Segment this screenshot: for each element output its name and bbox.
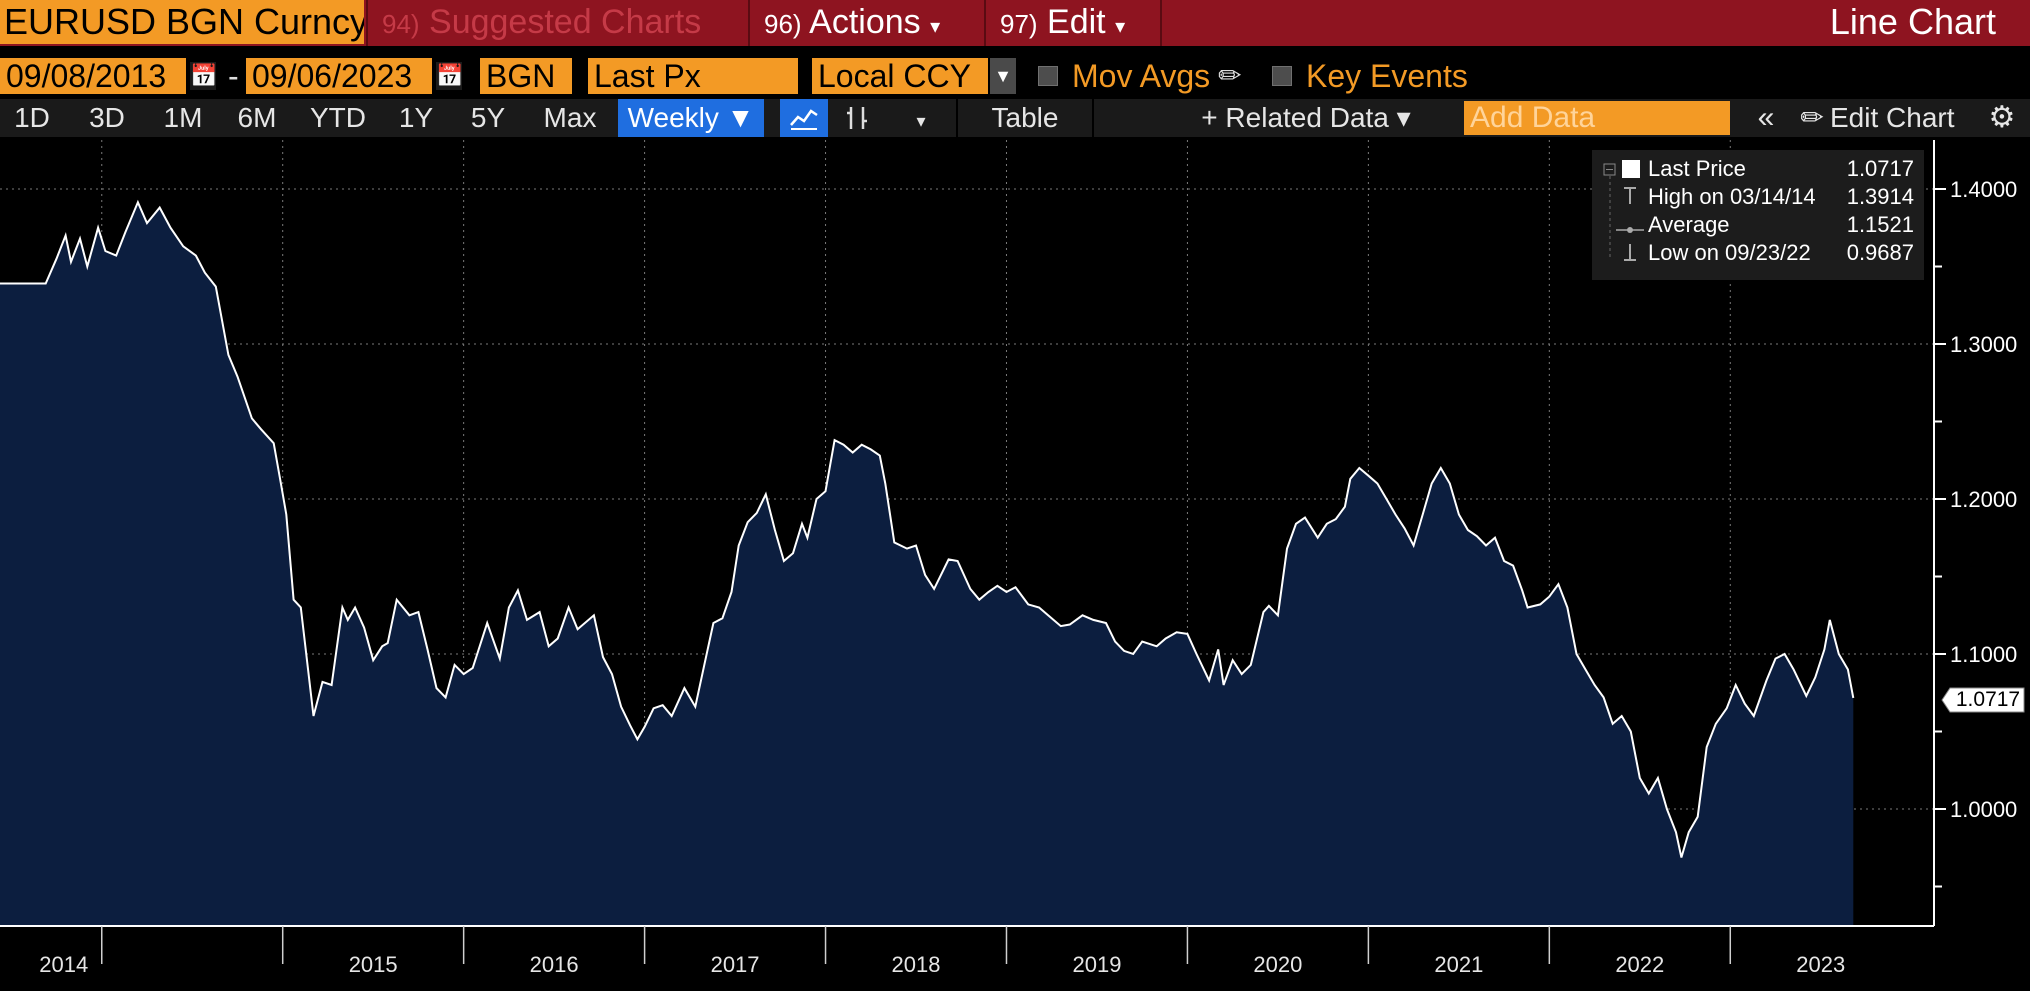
start-date-input[interactable]: 09/08/2013 (0, 58, 186, 94)
x-tick-label: 2021 (1434, 952, 1483, 977)
legend-label: Last Price (1648, 156, 1746, 181)
currency-field[interactable]: Local CCY (812, 58, 988, 94)
last-price-tag: 1.0717 (1941, 687, 2025, 713)
x-tick-label: 2015 (349, 952, 398, 977)
legend-box (1592, 150, 1924, 280)
price-field[interactable]: Last Px (588, 58, 798, 94)
key-events-checkbox[interactable] (1272, 66, 1292, 86)
x-tick-label: 2023 (1796, 952, 1845, 977)
edit-menu[interactable]: 97) Edit ▾ (984, 0, 1160, 46)
legend-label: High on 03/14/14 (1648, 184, 1816, 209)
line-chart-icon[interactable] (780, 99, 828, 137)
edit-chart-button[interactable]: Edit Chart (1830, 102, 1955, 133)
y-tick-label: 1.4000 (1950, 177, 2017, 202)
calendar-icon[interactable]: 📅 (190, 62, 218, 90)
end-date-input[interactable]: 09/06/2023 (246, 58, 432, 94)
collapse-icon[interactable] (1603, 163, 1616, 176)
x-tick-label: 2019 (1072, 952, 1121, 977)
mov-avgs-label[interactable]: Mov Avgs (1072, 58, 1211, 94)
menu-number: 97) (1000, 9, 1038, 39)
pencil-icon: ✏ (1800, 102, 1824, 133)
ticker-field[interactable]: EURUSD BGN Curncy (0, 0, 364, 44)
view-title: Line Chart (1829, 1, 1996, 42)
period-6m[interactable]: 6M (237, 102, 277, 133)
period-ytd[interactable]: YTD (310, 102, 366, 133)
period-max[interactable]: Max (543, 102, 597, 133)
title-bar: EURUSD BGN Curncy 94) Suggested Charts 9… (0, 0, 2030, 46)
chart-toolbar: 1D 3D 1M 6M YTD 1Y 5Y Max Weekly ▼ ▾ Tab… (0, 99, 2030, 137)
bar-chart-icon[interactable] (834, 99, 880, 137)
x-tick-label: 2014 (39, 952, 88, 977)
period-1m[interactable]: 1M (163, 102, 203, 133)
gear-icon[interactable]: ⚙ (1988, 101, 2016, 134)
x-tick-label: 2017 (711, 952, 760, 977)
y-tick-label: 1.1000 (1950, 642, 2017, 667)
chevron-down-icon[interactable]: ▼ (990, 58, 1016, 94)
calendar-icon[interactable]: 📅 (436, 62, 464, 90)
x-tick-label: 2020 (1253, 952, 1302, 977)
legend-label: Low on 09/23/22 (1648, 240, 1811, 265)
legend-value: 0.9687 (1847, 240, 1914, 265)
mov-avgs-checkbox[interactable] (1038, 66, 1058, 86)
table-button[interactable]: Table (991, 102, 1059, 133)
y-axis: 1.0000 1.1000 1.2000 1.3000 1.4000 (1934, 177, 2017, 888)
add-data-input[interactable]: Add Data (1464, 101, 1730, 135)
key-events-label[interactable]: Key Events (1306, 58, 1468, 94)
period-1y[interactable]: 1Y (398, 102, 434, 133)
legend: Last Price 1.0717 High on 03/14/14 1.391… (1592, 150, 1924, 280)
divider (1160, 0, 1162, 46)
pencil-icon[interactable]: ✏ (1218, 60, 1242, 91)
y-tick-label: 1.2000 (1950, 487, 2017, 512)
y-tick-label: 1.0000 (1950, 797, 2017, 822)
menu-label: Actions (809, 3, 921, 41)
x-axis: 2014 2015 2016 2017 2018 2019 2020 2021 2022 2023 (39, 926, 1845, 977)
price-area (0, 202, 1854, 927)
legend-value: 1.0717 (1847, 156, 1914, 181)
related-data-button[interactable]: + Related Data ▾ (1201, 102, 1411, 133)
x-tick-label: 2018 (892, 952, 941, 977)
period-3d[interactable]: 3D (89, 102, 125, 133)
legend-value: 1.1521 (1847, 212, 1914, 237)
last-price-swatch (1622, 160, 1640, 178)
x-tick-label: 2022 (1615, 952, 1664, 977)
last-price-value: 1.0717 (1956, 688, 2020, 711)
menu-label: Edit (1047, 3, 1106, 41)
y-tick-label: 1.3000 (1950, 332, 2017, 357)
collapse-icon[interactable]: « (1757, 101, 1775, 134)
chevron-down-icon: ▾ (1115, 16, 1126, 38)
suggested-charts-menu[interactable]: 94) Suggested Charts (366, 0, 748, 46)
source-field[interactable]: BGN (480, 58, 572, 94)
menu-number: 94) (382, 9, 420, 39)
period-1d[interactable]: 1D (14, 102, 50, 133)
price-line (0, 199, 1855, 858)
frequency-dropdown[interactable]: Weekly ▼ (618, 99, 764, 137)
price-chart: 1.0000 1.1000 1.2000 1.3000 1.4000 2014 2015 2… (0, 140, 2030, 986)
legend-label: Average (1648, 212, 1730, 237)
date-separator: - (228, 58, 239, 94)
chevron-down-icon: ▾ (930, 16, 941, 38)
actions-menu[interactable]: 96) Actions ▾ (748, 0, 984, 46)
menu-number: 96) (764, 9, 802, 39)
menu-label: Suggested Charts (429, 3, 702, 41)
period-5y[interactable]: 5Y (470, 102, 506, 133)
options-bar: 09/08/2013 📅 - 09/06/2023 📅 BGN Last Px … (0, 58, 2030, 96)
legend-value: 1.3914 (1847, 184, 1914, 209)
x-tick-label: 2016 (530, 952, 579, 977)
chevron-down-icon[interactable]: ▾ (916, 111, 926, 131)
